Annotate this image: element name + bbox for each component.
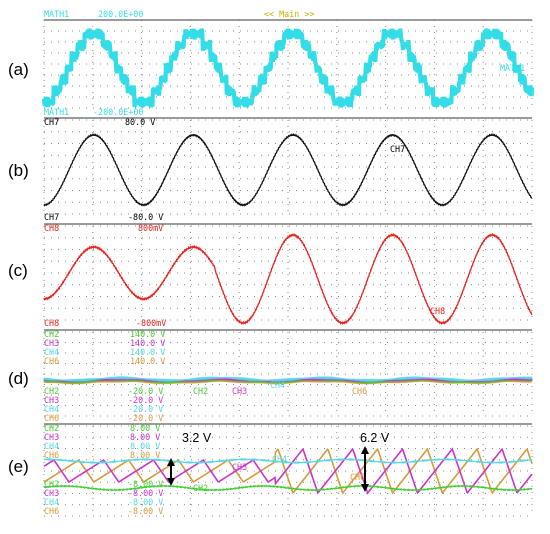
panel-e-bottom-ch: CH6 [44, 506, 59, 516]
panel-e-top-scale: 8.00 V [130, 432, 160, 442]
panel-e-bottom-ch: CH3 [44, 488, 59, 498]
panel-a-bottom-scale: -200.0E+00 [93, 107, 143, 117]
panel-label-e: (e) [8, 457, 29, 476]
panel-d-bottom-ch: CH6 [44, 413, 59, 423]
panel-label-b: (b) [8, 161, 29, 180]
trace-ch2 [43, 484, 533, 492]
panel-d-top-scale: 140.0 V [130, 338, 165, 348]
graticule-grid [43, 19, 533, 517]
panel-e-top-ch: CH2 [44, 423, 59, 433]
panel-e-top-ch: CH3 [44, 432, 59, 442]
panel-d-top-ch: CH6 [44, 356, 59, 366]
panel-e-trace-tag-ch4: CH4 [272, 454, 287, 464]
panel-b-top-scale: 80.0 V [125, 117, 155, 127]
waveform-traces [41, 28, 535, 495]
panel-e-trace-tag-ch2: CH2 [193, 483, 208, 493]
panel-d-bottom-scales: CH2 -20.0 V CH3 -20.0 V CH4 -20.0 V CH6 … [44, 386, 163, 423]
panel-e-trace-tag-ch6: CH6 [350, 472, 365, 482]
panel-d-top-ch: CH2 [44, 329, 59, 339]
trace-math1 [41, 28, 535, 108]
panel-d-top-scales: CH2 140.0 V CH3 140.0 V CH4 140.0 V CH6 … [44, 329, 165, 366]
panel-d-top-scale: 140.0 V [130, 347, 165, 357]
panel-d-trace-tag-ch3: CH3 [232, 386, 247, 396]
panel-e-bottom-scale: -8.00 V [128, 506, 163, 516]
panel-e-top-ch: CH6 [44, 450, 59, 460]
panel-c-top-channel: CH8 [44, 223, 59, 233]
trace-ch7 [43, 133, 532, 207]
panel-d-trace-tag-ch6: CH6 [352, 386, 367, 396]
panel-d-top-scale: 140.0 V [130, 356, 165, 366]
panel-c-bottom-channel: CH8 [44, 318, 59, 328]
panel-e-top-ch: CH4 [44, 441, 59, 451]
panel-d-top-ch: CH3 [44, 338, 59, 348]
panel-a-trace-tag: MATH1 [500, 63, 525, 73]
panel-e-top-scale: 8.00 V [130, 441, 160, 451]
panel-e-bottom-scale: -8.00 V [128, 497, 163, 507]
annotation-arrow-large [361, 446, 369, 492]
panel-d-top-scale: 140.0 V [130, 329, 165, 339]
panel-d-trace-tag-ch4: CH4 [270, 380, 285, 390]
panel-d-trace-tag-ch2: CH2 [193, 386, 208, 396]
panel-d-bottom-scale: -20.0 V [128, 395, 163, 405]
trace-ch4 [44, 457, 533, 465]
panel-b-top-channel: CH7 [44, 117, 59, 127]
panel-label-c: (c) [8, 261, 28, 280]
trace-ch3 [43, 447, 533, 495]
panel-frames [44, 19, 532, 425]
panel-d-bottom-scale: -20.0 V [128, 386, 163, 396]
header-channel: MATH1 [44, 9, 69, 19]
panel-c-trace-tag: CH8 [430, 306, 445, 316]
panel-e-bottom-scales: CH2 -8.00 V CH3 -8.00 V CH4 -8.00 V CH6 … [44, 479, 163, 516]
trace-ch4 [43, 375, 533, 383]
panel-label-d: (d) [8, 369, 29, 388]
panel-c-top-scale: 800mV [138, 223, 163, 233]
panel-e-trace-tag-ch3: CH3 [232, 462, 247, 472]
annotation-6-2v: 6.2 V [360, 431, 390, 445]
panel-e-bottom-ch: CH4 [44, 497, 59, 507]
panel-label-a: (a) [8, 60, 29, 79]
trace-ch6 [43, 447, 533, 495]
panel-e-bottom-ch: CH2 [44, 479, 59, 489]
panel-e-top-scale: 8.00 V [130, 450, 160, 460]
panel-d-top-ch: CH4 [44, 347, 59, 357]
header-mode: << Main >> [264, 9, 314, 19]
panel-b-bottom-scale: -80.0 V [128, 212, 163, 222]
panel-e-top-scale: 8.00 V [130, 423, 160, 433]
panel-e-top-scales: CH2 8.00 V CH3 8.00 V CH4 8.00 V CH6 8.0… [44, 423, 160, 460]
panel-d-bottom-scale: -20.0 V [128, 413, 163, 423]
trace-ch8 [43, 232, 533, 326]
panel-d-bottom-ch: CH3 [44, 395, 59, 405]
panel-d-bottom-scale: -20.0 V [128, 404, 163, 414]
annotation-3-2v: 3.2 V [182, 431, 212, 445]
panel-d-bottom-ch: CH4 [44, 404, 59, 414]
header-top-scale: 200.0E+00 [98, 9, 143, 19]
panel-e-bottom-scale: -8.00 V [128, 479, 163, 489]
annotation-arrow-small [167, 458, 175, 486]
panel-b-bottom-channel: CH7 [44, 212, 59, 222]
panel-a-bottom-channel: MATH1 [44, 107, 69, 117]
panel-c-bottom-scale: -800mV [136, 318, 166, 328]
panel-e-bottom-scale: -8.00 V [128, 488, 163, 498]
panel-d-bottom-ch: CH2 [44, 386, 59, 396]
panel-b-trace-tag: CH7 [390, 144, 405, 154]
